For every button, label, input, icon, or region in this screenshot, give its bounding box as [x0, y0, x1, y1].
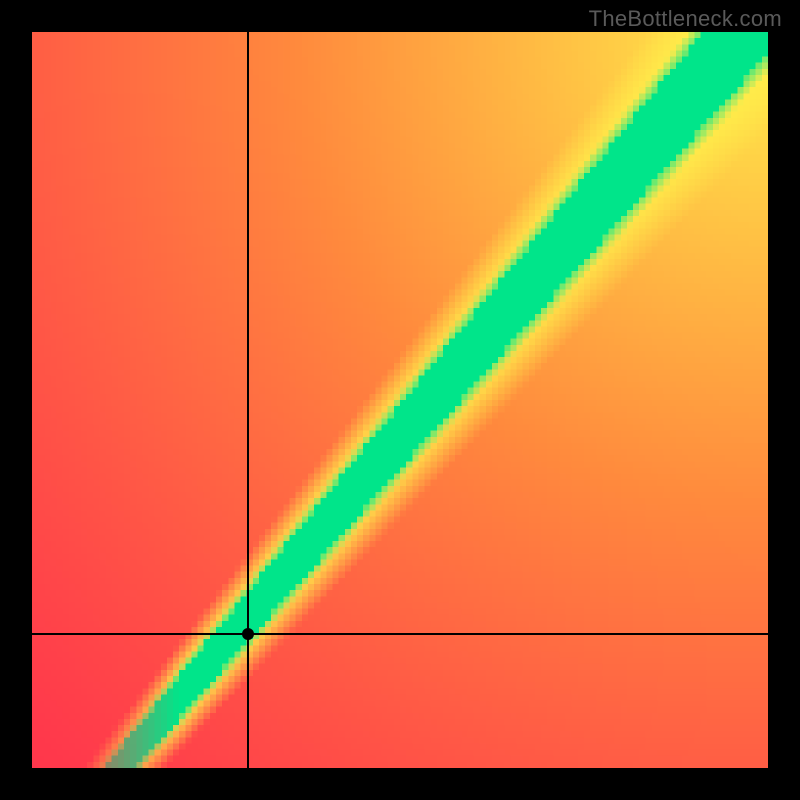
heatmap-canvas: [32, 32, 768, 768]
crosshair-marker-dot: [242, 628, 254, 640]
crosshair-horizontal: [32, 633, 768, 635]
watermark-text: TheBottleneck.com: [589, 6, 782, 32]
heatmap-plot: [32, 32, 768, 768]
crosshair-vertical: [247, 32, 249, 768]
